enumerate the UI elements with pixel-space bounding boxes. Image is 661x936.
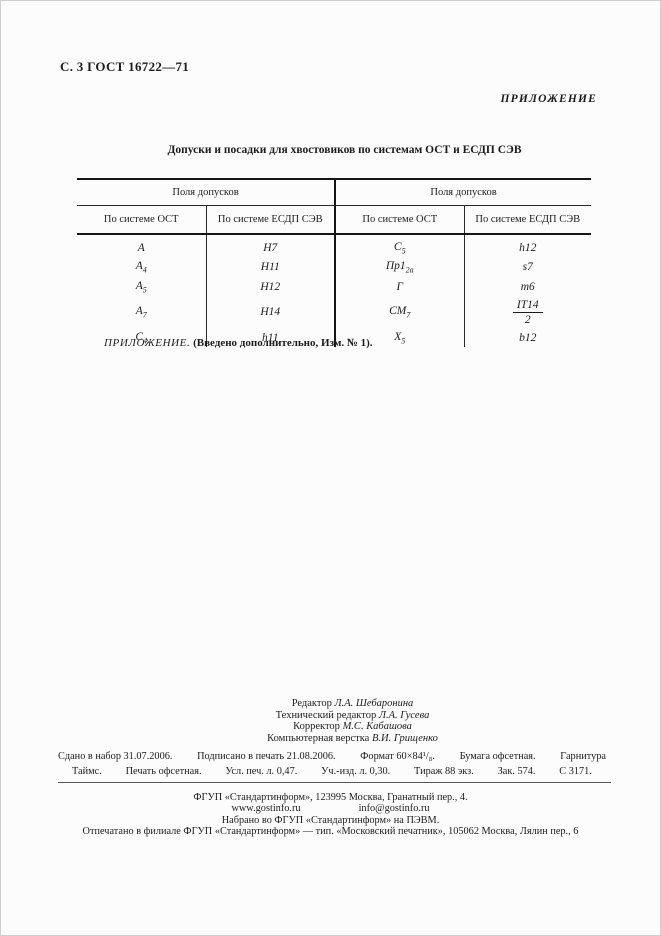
footer-contacts: www.gostinfo.ru info@gostinfo.ru — [1, 803, 660, 814]
table-cell: m6 — [520, 280, 535, 293]
table-cell: Пр12а — [335, 257, 465, 277]
imprint-segment: Таймс. — [72, 765, 102, 777]
table-cell: H14 — [206, 295, 337, 329]
annex-label: ПРИЛОЖЕНИЕ — [500, 93, 597, 105]
footer-printed: Отпечатано в филиале ФГУП «Стандартинфор… — [82, 826, 579, 838]
footer-typeset: Набрано во ФГУП «Стандартинформ» на ПЭВМ… — [221, 814, 440, 826]
table-cell: А7 — [77, 295, 207, 329]
table-cell: А4 — [77, 257, 207, 277]
imprint-segment: Зак. 574. — [497, 765, 536, 777]
group-header-row: Поля допусков Поля допусков — [77, 179, 592, 206]
imprint-line-1: Сдано в набор 31.07.2006. Подписано в печ… — [58, 750, 606, 765]
table-cell: С4 — [77, 328, 207, 348]
table-cell: Г — [335, 276, 465, 296]
col-header-ost-2: По системе ОСТ — [335, 205, 465, 235]
page-header: С. 3 ГОСТ 16722—71 — [60, 59, 190, 74]
imprint-segment: Тираж 88 экз. — [414, 765, 474, 777]
imprint-segment: Бумага офсетная. — [459, 751, 536, 762]
imprint-segment: Гарнитура — [560, 751, 606, 762]
table-row: А7 H14 СМ7 IT14 2 — [77, 295, 591, 329]
imprint-block: Сдано в набор 31.07.2006. Подписано в печ… — [58, 750, 606, 779]
table-row: С4 h11 Х5 b12 — [77, 328, 591, 348]
footer-block: ФГУП «Стандартинформ», 123995 Москва, Гр… — [1, 792, 660, 838]
tolerance-table-wrap: Поля допусков Поля допусков По системе О… — [77, 178, 592, 348]
credit-line: Компьютерная верстка В.И. Грищенко — [267, 732, 438, 744]
column-header-row: По системе ОСТ По системе ЕСДП СЭВ По си… — [77, 205, 592, 235]
table-row: А4 H11 Пр12а s7 — [77, 257, 591, 277]
table-cell: А — [77, 234, 207, 258]
annex-note-label: ПРИЛОЖЕНИЕ. — [104, 337, 191, 349]
group-header-left: Поля допусков — [77, 179, 337, 206]
imprint-segment: Усл. печ. л. 0,47. — [225, 765, 298, 777]
footer-email: info@gostinfo.ru — [358, 803, 430, 815]
imprint-segment: Формат 60×84¹/₈. — [360, 751, 435, 762]
table-cell: С5 — [335, 234, 465, 258]
imprint-line-2: Таймс. Печать офсетная. Усл. печ. л. 0,47.… — [58, 765, 606, 780]
annex-note-text: (Введено дополнительно, Изм. № 1). — [193, 337, 373, 349]
table-row: А H7 С5 h12 — [77, 234, 591, 258]
table-cell: H11 — [206, 257, 337, 277]
footer-website: www.gostinfo.ru — [231, 803, 301, 815]
credits-block: Редактор Л.А. Шебаронина Технический ред… — [1, 698, 660, 744]
tolerance-table: Поля допусков Поля допусков По системе О… — [77, 178, 592, 348]
table-cell: b12 — [519, 332, 537, 345]
table-title: Допуски и посадки для хвостовиков по сис… — [167, 144, 522, 156]
col-header-esdp-1: По системе ЕСДП СЭВ — [206, 205, 337, 235]
footer-address: ФГУП «Стандартинформ», 123995 Москва, Гр… — [193, 792, 468, 803]
table-cell: А5 — [77, 276, 207, 296]
credit-line: Редактор Л.А. Шебаронина — [291, 698, 414, 709]
imprint-segment: Печать офсетная. — [125, 765, 202, 777]
table-cell: IT14 2 — [464, 296, 591, 328]
table-cell: H12 — [206, 276, 337, 296]
table-cell: s7 — [522, 261, 533, 274]
credit-line: Технический редактор Л.А. Гусева — [275, 709, 430, 721]
table-cell: h11 — [206, 328, 337, 348]
table-cell: h12 — [519, 242, 537, 255]
divider-rule — [58, 782, 611, 783]
credit-line: Корректор М.С. Кабашова — [293, 721, 412, 733]
group-header-right: Поля допусков — [335, 179, 592, 206]
table-cell: H7 — [206, 234, 337, 258]
table-cell: Х5 — [335, 328, 465, 348]
annex-note: ПРИЛОЖЕНИЕ. (Введено дополнительно, Изм.… — [104, 337, 373, 349]
imprint-segment: С 3171. — [559, 765, 592, 777]
col-header-ost-1: По системе ОСТ — [77, 205, 207, 235]
col-header-esdp-2: По системе ЕСДП СЭВ — [464, 205, 592, 235]
table-cell: СМ7 — [335, 295, 465, 329]
imprint-segment: Сдано в набор 31.07.2006. — [58, 751, 173, 762]
imprint-segment: Подписано в печать 21.08.2006. — [197, 751, 336, 762]
imprint-segment: Уч.-изд. л. 0,30. — [321, 765, 391, 777]
